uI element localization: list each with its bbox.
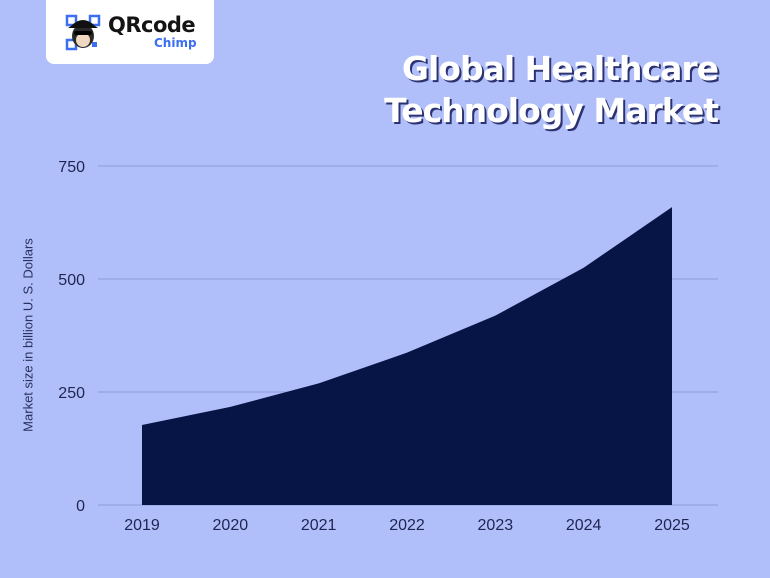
area-series [142,207,672,505]
chart-title-line2: Technology Market [384,91,719,130]
x-tick-label: 2025 [654,517,690,534]
logo-card: QRcode Chimp [46,0,214,64]
y-tick-label: 0 [76,498,85,515]
x-tick-label: 2020 [213,517,249,534]
monkey-qr-icon [65,14,101,51]
logo-subtext: Chimp [154,36,197,50]
x-tick-label: 2023 [478,517,514,534]
x-tick-label: 2021 [301,517,337,534]
y-tick-label: 250 [58,385,85,402]
chart-title-line1: Global Healthcare [401,49,719,88]
x-tick-label: 2019 [124,517,160,534]
x-tick-label: 2022 [389,517,425,534]
logo-text: QRcode [108,13,196,37]
y-tick-label: 750 [58,159,85,176]
chart-title: Global Healthcare Technology Market [384,48,719,132]
x-tick-label: 2024 [566,517,602,534]
y-tick-label: 500 [58,272,85,289]
